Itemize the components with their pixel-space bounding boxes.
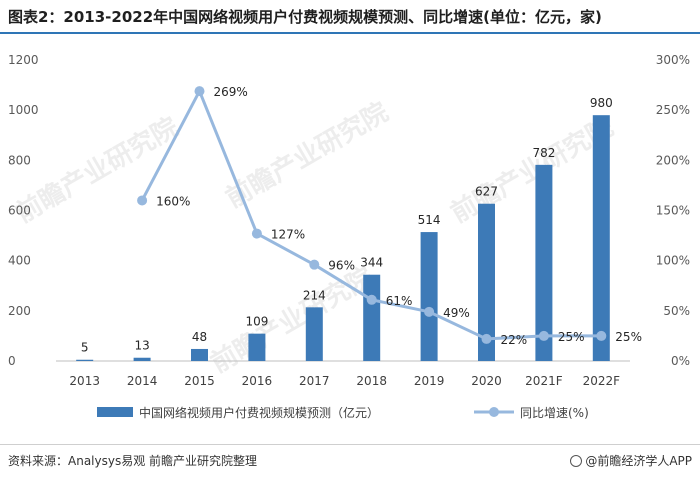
- bar-value-label: 344: [360, 256, 383, 270]
- chart: 0 200 400 600 800 1000 1200 0% 50% 100% 150% 200% 2…: [8, 53, 690, 420]
- bar: [76, 359, 94, 361]
- bar-value-label: 13: [134, 339, 149, 353]
- bar: [191, 348, 208, 361]
- bar-value-label: 48: [192, 330, 207, 344]
- left-axis-tick-label: 600: [8, 204, 31, 218]
- legend-bar-swatch: [97, 407, 133, 417]
- bar-value-label: 980: [590, 96, 613, 110]
- x-axis-tick-label: 2015: [184, 374, 215, 388]
- growth-value-label: 61%: [386, 294, 413, 308]
- growth-value-label: 269%: [214, 85, 248, 99]
- left-axis-tick-label: 1000: [8, 103, 39, 117]
- x-axis-tick-label: 2018: [356, 374, 387, 388]
- growth-point: [251, 228, 262, 239]
- left-axis-tick-label: 800: [8, 153, 31, 167]
- right-axis-tick-label: 250%: [656, 103, 690, 117]
- bar-value-label: 782: [532, 146, 555, 160]
- bar: [535, 164, 553, 361]
- growth-point: [596, 330, 607, 341]
- x-axis-tick-label: 2022F: [583, 374, 621, 388]
- right-axis-tick-label: 200%: [656, 153, 690, 167]
- growth-point: [538, 330, 549, 341]
- growth-point: [481, 333, 492, 344]
- growth-value-label: 127%: [271, 228, 305, 242]
- left-axis-tick-label: 0: [8, 354, 16, 368]
- growth-point: [309, 259, 320, 270]
- left-axis-tick-label: 1200: [8, 53, 39, 67]
- legend-line-marker: [489, 407, 499, 417]
- growth-point: [366, 294, 377, 305]
- bar: [305, 307, 323, 361]
- chart-title: 图表2：2013-2022年中国网络视频用户付费视频规模预测、同比增速(单位：亿…: [8, 8, 602, 26]
- right-axis-tick-label: 100%: [656, 254, 690, 268]
- bar-value-label: 514: [418, 213, 441, 227]
- left-axis-ticks: 0 200 400 600 800 1000 1200: [8, 53, 39, 368]
- growth-value-label: 25%: [558, 330, 585, 344]
- growth-value-label: 25%: [615, 330, 642, 344]
- bar: [363, 274, 381, 361]
- x-axis-labels: 2013 2014 2015 2016 2017 2018 2019 2020 2021F 202…: [69, 374, 620, 388]
- bar: [248, 333, 266, 361]
- right-axis-tick-label: 0%: [671, 354, 690, 368]
- brand-logo-icon: [570, 455, 583, 467]
- x-axis-tick-label: 2016: [242, 374, 273, 388]
- title-underline: [0, 32, 700, 34]
- growth-value-label: 49%: [443, 306, 470, 320]
- x-axis-tick-label: 2019: [414, 374, 445, 388]
- right-axis-tick-label: 50%: [663, 304, 690, 318]
- bar-value-label: 5: [81, 341, 89, 355]
- source-note: 资料来源：Analysys易观 前瞻产业研究院整理: [8, 454, 258, 468]
- right-axis-tick-label: 300%: [656, 53, 690, 67]
- x-axis-tick-label: 2017: [299, 374, 330, 388]
- bars: [76, 115, 610, 361]
- growth-point: [424, 306, 435, 317]
- bar: [478, 203, 495, 361]
- right-axis-ticks: 0% 50% 100% 150% 200% 250% 300%: [656, 53, 690, 368]
- legend-line-label: 同比增速(%): [520, 406, 589, 420]
- brand-text: @前瞻经济学人APP: [585, 454, 692, 468]
- bar: [592, 115, 610, 361]
- bar-value-label: 627: [475, 185, 498, 199]
- legend-bar-label: 中国网络视频用户付费视频规模预测（亿元）: [139, 405, 379, 420]
- right-axis-tick-label: 150%: [656, 204, 690, 218]
- left-axis-tick-label: 400: [8, 254, 31, 268]
- bar: [420, 232, 438, 361]
- x-axis-tick-label: 2020: [471, 374, 502, 388]
- left-axis-tick-label: 200: [8, 304, 31, 318]
- x-axis-tick-label: 2013: [69, 374, 100, 388]
- bar-value-label: 214: [303, 288, 326, 302]
- growth-value-label: 22%: [501, 333, 528, 347]
- x-axis-tick-label: 2014: [127, 374, 158, 388]
- bar-value-label: 109: [245, 315, 268, 329]
- brand-credit: @前瞻经济学人APP: [570, 452, 692, 469]
- growth-value-label: 96%: [328, 259, 355, 273]
- x-axis-tick-label: 2021F: [525, 374, 563, 388]
- growth-line-layer: 160% 269% 127% 96% 61% 49% 22% 25% 25%: [137, 85, 642, 347]
- bar: [133, 357, 151, 361]
- legend: 中国网络视频用户付费视频规模预测（亿元） 同比增速(%): [97, 405, 589, 420]
- growth-point: [137, 195, 148, 206]
- bar-labels: 5 13 48 109 214 344 514 627 782 980: [81, 96, 613, 355]
- footer-divider: [0, 444, 700, 445]
- growth-value-label: 160%: [156, 194, 190, 208]
- growth-point: [194, 86, 205, 97]
